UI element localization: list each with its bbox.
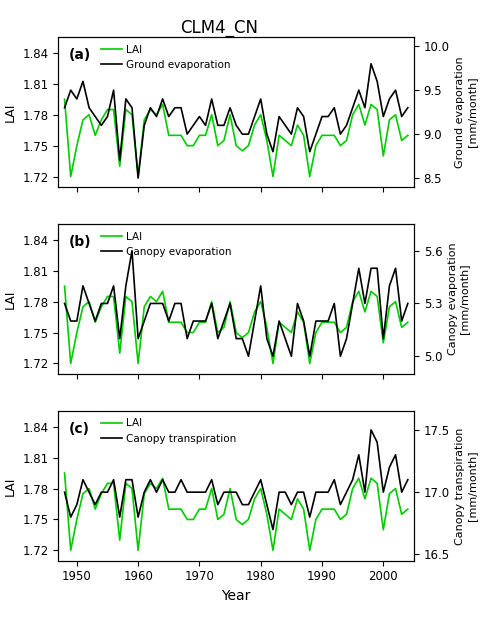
Ground evaporation: [160, 95, 166, 103]
Y-axis label: Canopy evaporation
[mm/month]: Canopy evaporation [mm/month]: [448, 243, 469, 355]
Legend: LAI, Ground evaporation: LAI, Ground evaporation: [99, 42, 233, 72]
Ground evaporation: [405, 104, 411, 112]
Ground evaporation: [368, 60, 374, 67]
Line: LAI: LAI: [65, 99, 408, 176]
Line: Canopy evaporation: Canopy evaporation: [65, 250, 408, 356]
Ground evaporation: [135, 174, 141, 182]
Canopy evaporation: [129, 247, 135, 254]
LAI: [68, 173, 74, 180]
LAI: [86, 111, 92, 118]
LAI: [300, 505, 306, 513]
Text: (b): (b): [69, 235, 92, 249]
LAI: [405, 131, 411, 139]
LAI: [405, 318, 411, 326]
Legend: LAI, Canopy transpiration: LAI, Canopy transpiration: [99, 416, 239, 446]
LAI: [80, 116, 86, 123]
Ground evaporation: [300, 113, 306, 120]
Canopy evaporation: [74, 317, 80, 325]
Ground evaporation: [307, 148, 313, 156]
Canopy transpiration: [307, 513, 313, 521]
LAI: [80, 303, 86, 310]
LAI: [62, 469, 68, 477]
Ground evaporation: [80, 78, 86, 85]
Y-axis label: LAI: LAI: [4, 102, 17, 122]
Canopy transpiration: [80, 476, 86, 483]
Line: Ground evaporation: Ground evaporation: [65, 64, 408, 178]
LAI: [62, 282, 68, 290]
LAI: [68, 359, 74, 367]
Canopy transpiration: [270, 526, 276, 533]
LAI: [307, 359, 313, 367]
Canopy evaporation: [405, 300, 411, 307]
Canopy transpiration: [368, 426, 374, 434]
LAI: [160, 101, 166, 108]
Ground evaporation: [215, 121, 221, 129]
LAI: [300, 131, 306, 139]
Canopy evaporation: [245, 353, 251, 360]
Canopy transpiration: [405, 476, 411, 483]
LAI: [160, 475, 166, 482]
Canopy evaporation: [160, 300, 166, 307]
LAI: [68, 546, 74, 554]
Canopy transpiration: [209, 476, 215, 483]
LAI: [215, 329, 221, 336]
LAI: [86, 298, 92, 305]
Ground evaporation: [74, 95, 80, 103]
Canopy transpiration: [74, 501, 80, 508]
LAI: [300, 318, 306, 326]
Legend: LAI, Canopy evaporation: LAI, Canopy evaporation: [99, 229, 234, 259]
Canopy evaporation: [215, 335, 221, 343]
Y-axis label: LAI: LAI: [4, 476, 17, 496]
X-axis label: Year: Year: [222, 589, 251, 603]
Line: LAI: LAI: [65, 286, 408, 363]
LAI: [86, 485, 92, 492]
LAI: [307, 173, 313, 180]
Line: LAI: LAI: [65, 473, 408, 550]
Text: (c): (c): [69, 422, 90, 435]
Y-axis label: LAI: LAI: [4, 289, 17, 309]
Canopy evaporation: [313, 317, 319, 325]
Canopy transpiration: [300, 488, 306, 496]
Canopy evaporation: [307, 353, 313, 360]
LAI: [215, 516, 221, 523]
LAI: [405, 505, 411, 513]
Canopy transpiration: [62, 488, 68, 496]
LAI: [80, 490, 86, 497]
LAI: [215, 142, 221, 150]
Ground evaporation: [62, 104, 68, 112]
Canopy evaporation: [80, 282, 86, 290]
LAI: [307, 546, 313, 554]
Line: Canopy transpiration: Canopy transpiration: [65, 430, 408, 530]
Y-axis label: Canopy transpiration
[mm/month]: Canopy transpiration [mm/month]: [455, 427, 477, 545]
Canopy transpiration: [153, 488, 159, 496]
LAI: [160, 288, 166, 295]
Text: CLM4_CN: CLM4_CN: [180, 19, 258, 37]
Y-axis label: Ground evaporation
[mm/month]: Ground evaporation [mm/month]: [455, 56, 477, 168]
LAI: [62, 95, 68, 103]
Canopy evaporation: [62, 300, 68, 307]
Text: (a): (a): [69, 48, 92, 62]
